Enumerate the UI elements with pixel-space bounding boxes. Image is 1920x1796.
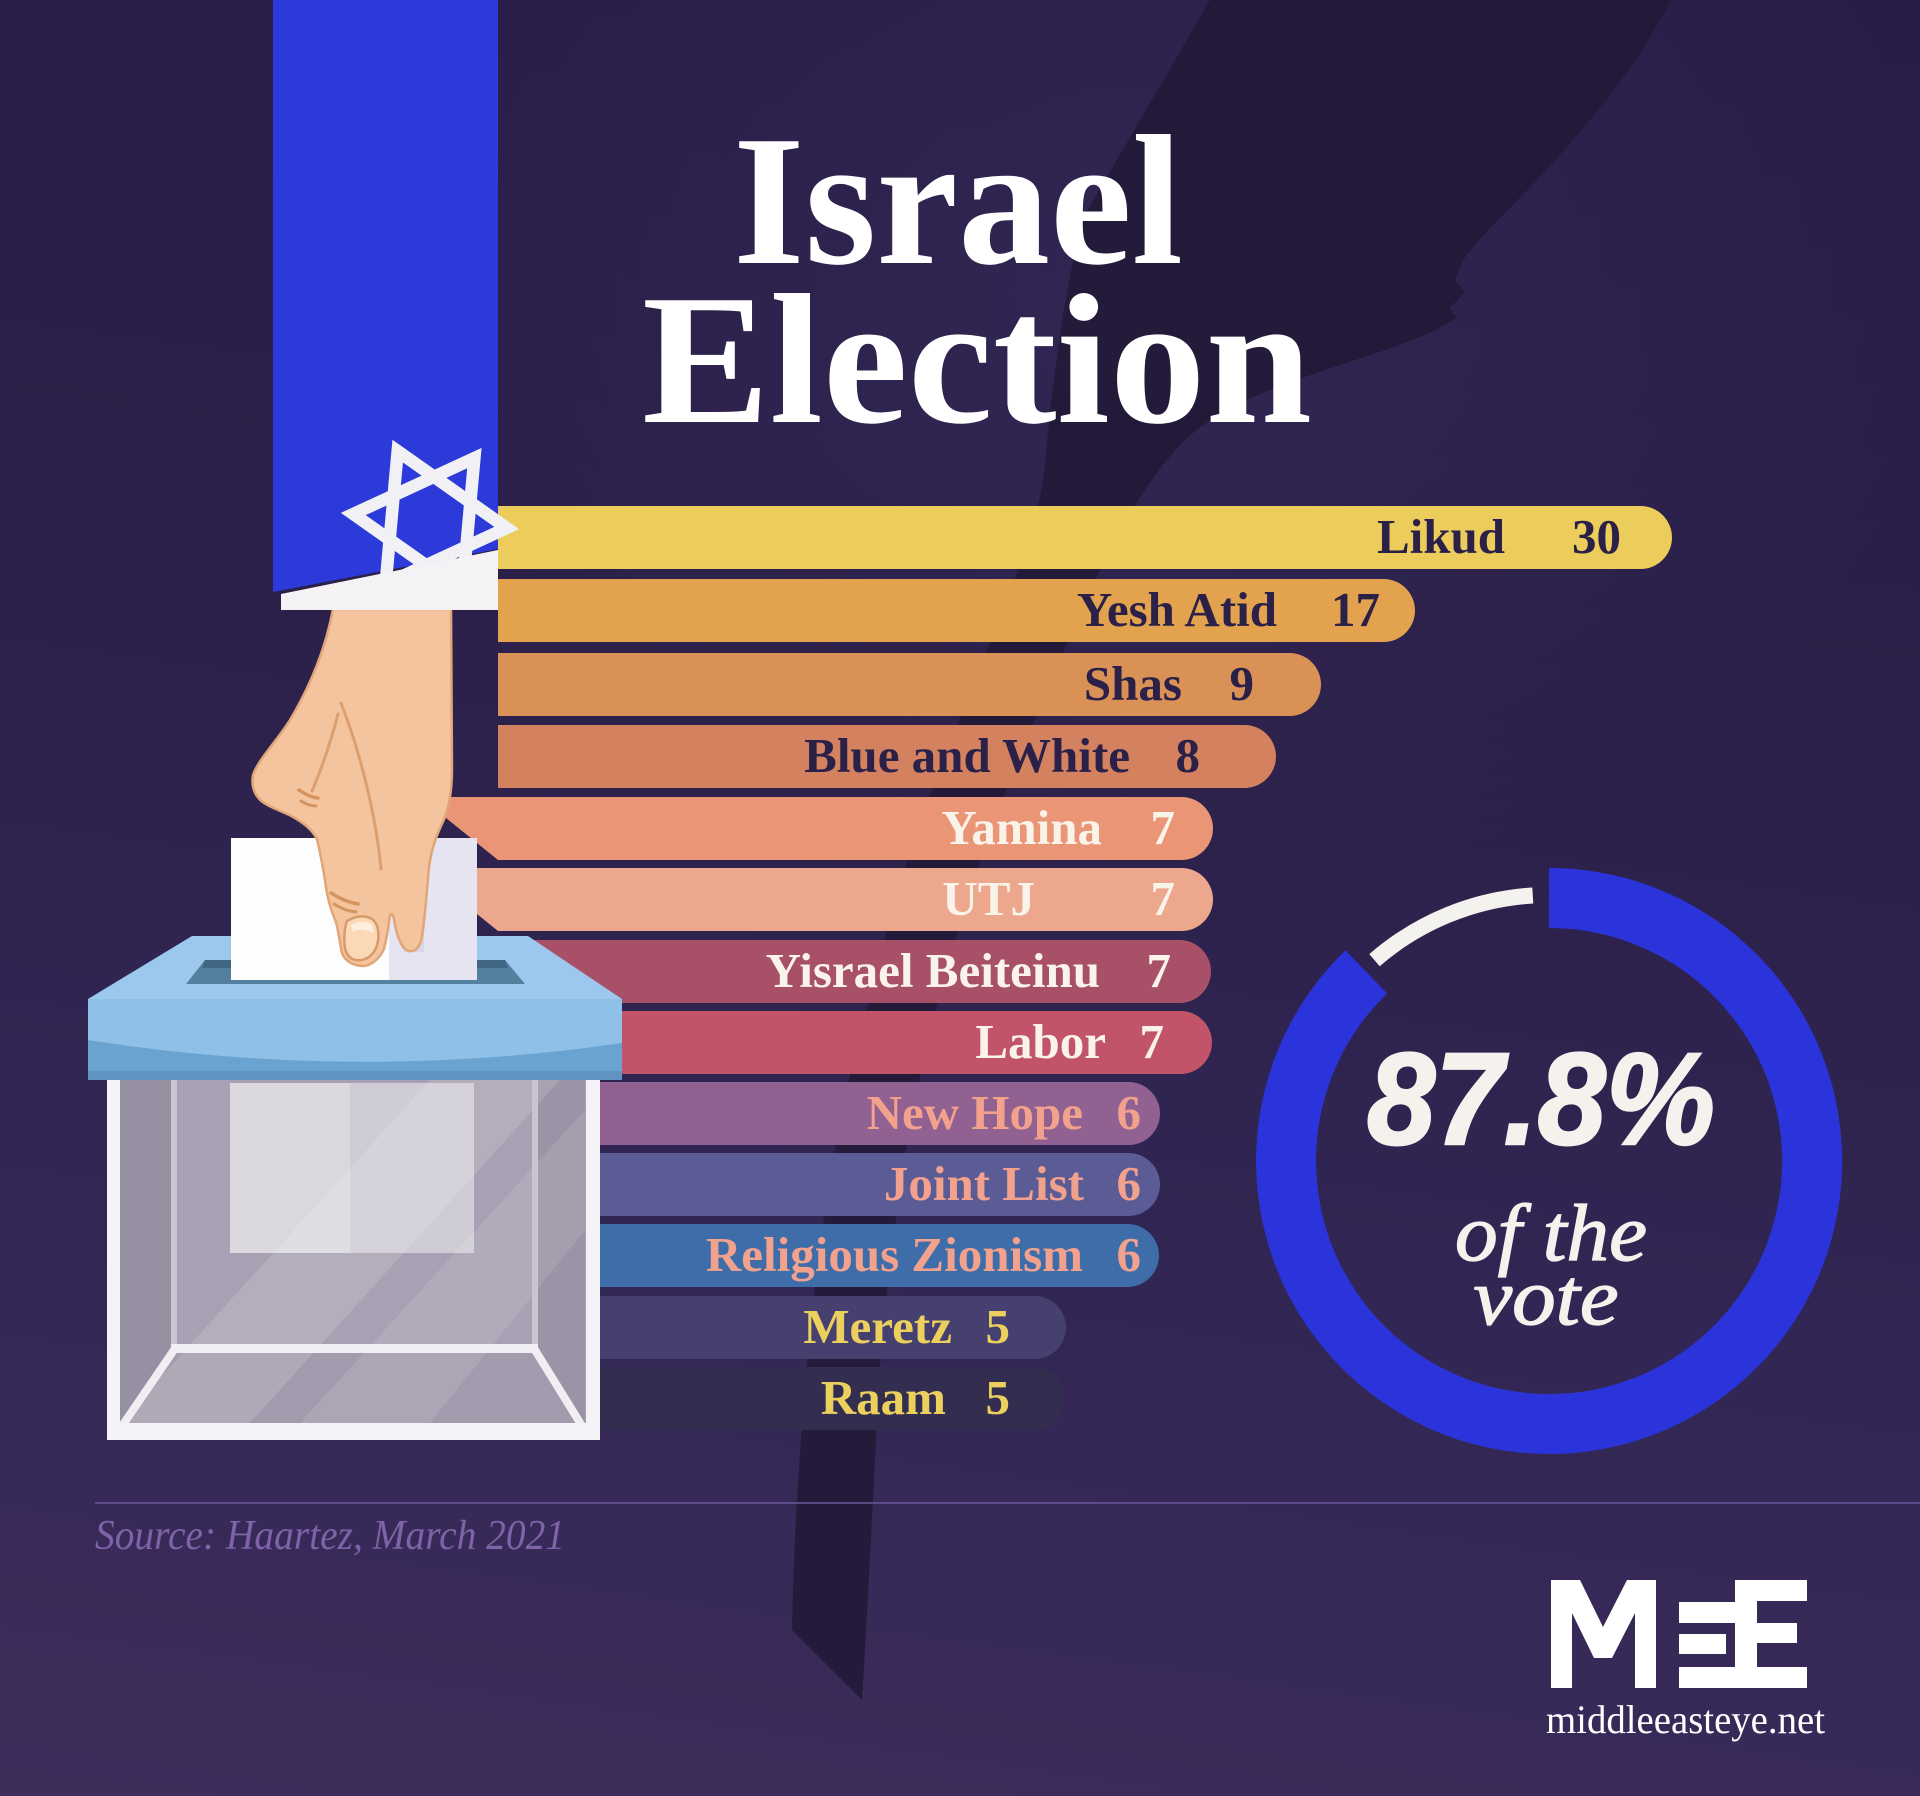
svg-text:New Hope: New Hope <box>867 1085 1083 1140</box>
svg-text:7: 7 <box>1151 871 1176 926</box>
svg-text:Religious Zionism: Religious Zionism <box>706 1227 1083 1282</box>
svg-text:Shas: Shas <box>1084 656 1182 711</box>
svg-text:of the: of the <box>1455 1190 1647 1278</box>
svg-text:5: 5 <box>986 1299 1011 1354</box>
svg-text:Yesh Atid: Yesh Atid <box>1077 582 1277 637</box>
svg-text:Source: Haartez, March 2021: Source: Haartez, March 2021 <box>95 1513 565 1559</box>
svg-text:8: 8 <box>1176 728 1201 783</box>
svg-text:middleeasteye.net: middleeasteye.net <box>1546 1697 1825 1742</box>
svg-text:Labor: Labor <box>975 1014 1106 1069</box>
svg-text:Yisrael Beiteinu: Yisrael Beiteinu <box>766 943 1100 998</box>
svg-text:7: 7 <box>1140 1014 1165 1069</box>
svg-text:Israel: Israel <box>733 98 1183 304</box>
svg-text:Meretz: Meretz <box>803 1299 952 1354</box>
svg-text:9: 9 <box>1230 656 1255 711</box>
svg-text:UTJ: UTJ <box>942 871 1035 926</box>
svg-text:Yamina: Yamina <box>941 800 1102 855</box>
svg-text:5: 5 <box>986 1370 1011 1425</box>
svg-text:7: 7 <box>1151 800 1176 855</box>
svg-text:Likud: Likud <box>1377 509 1505 564</box>
svg-text:87.8%: 87.8% <box>1367 1025 1715 1172</box>
svg-text:vote: vote <box>1474 1254 1619 1342</box>
svg-text:17: 17 <box>1331 582 1380 637</box>
svg-text:6: 6 <box>1117 1085 1142 1140</box>
svg-text:7: 7 <box>1147 943 1172 998</box>
svg-text:30: 30 <box>1572 509 1621 564</box>
svg-text:Election: Election <box>642 257 1312 463</box>
svg-text:6: 6 <box>1117 1227 1142 1282</box>
svg-text:Joint List: Joint List <box>884 1156 1085 1211</box>
svg-text:Blue and White: Blue and White <box>804 728 1130 783</box>
svg-text:6: 6 <box>1117 1156 1142 1211</box>
svg-text:Raam: Raam <box>821 1370 946 1425</box>
